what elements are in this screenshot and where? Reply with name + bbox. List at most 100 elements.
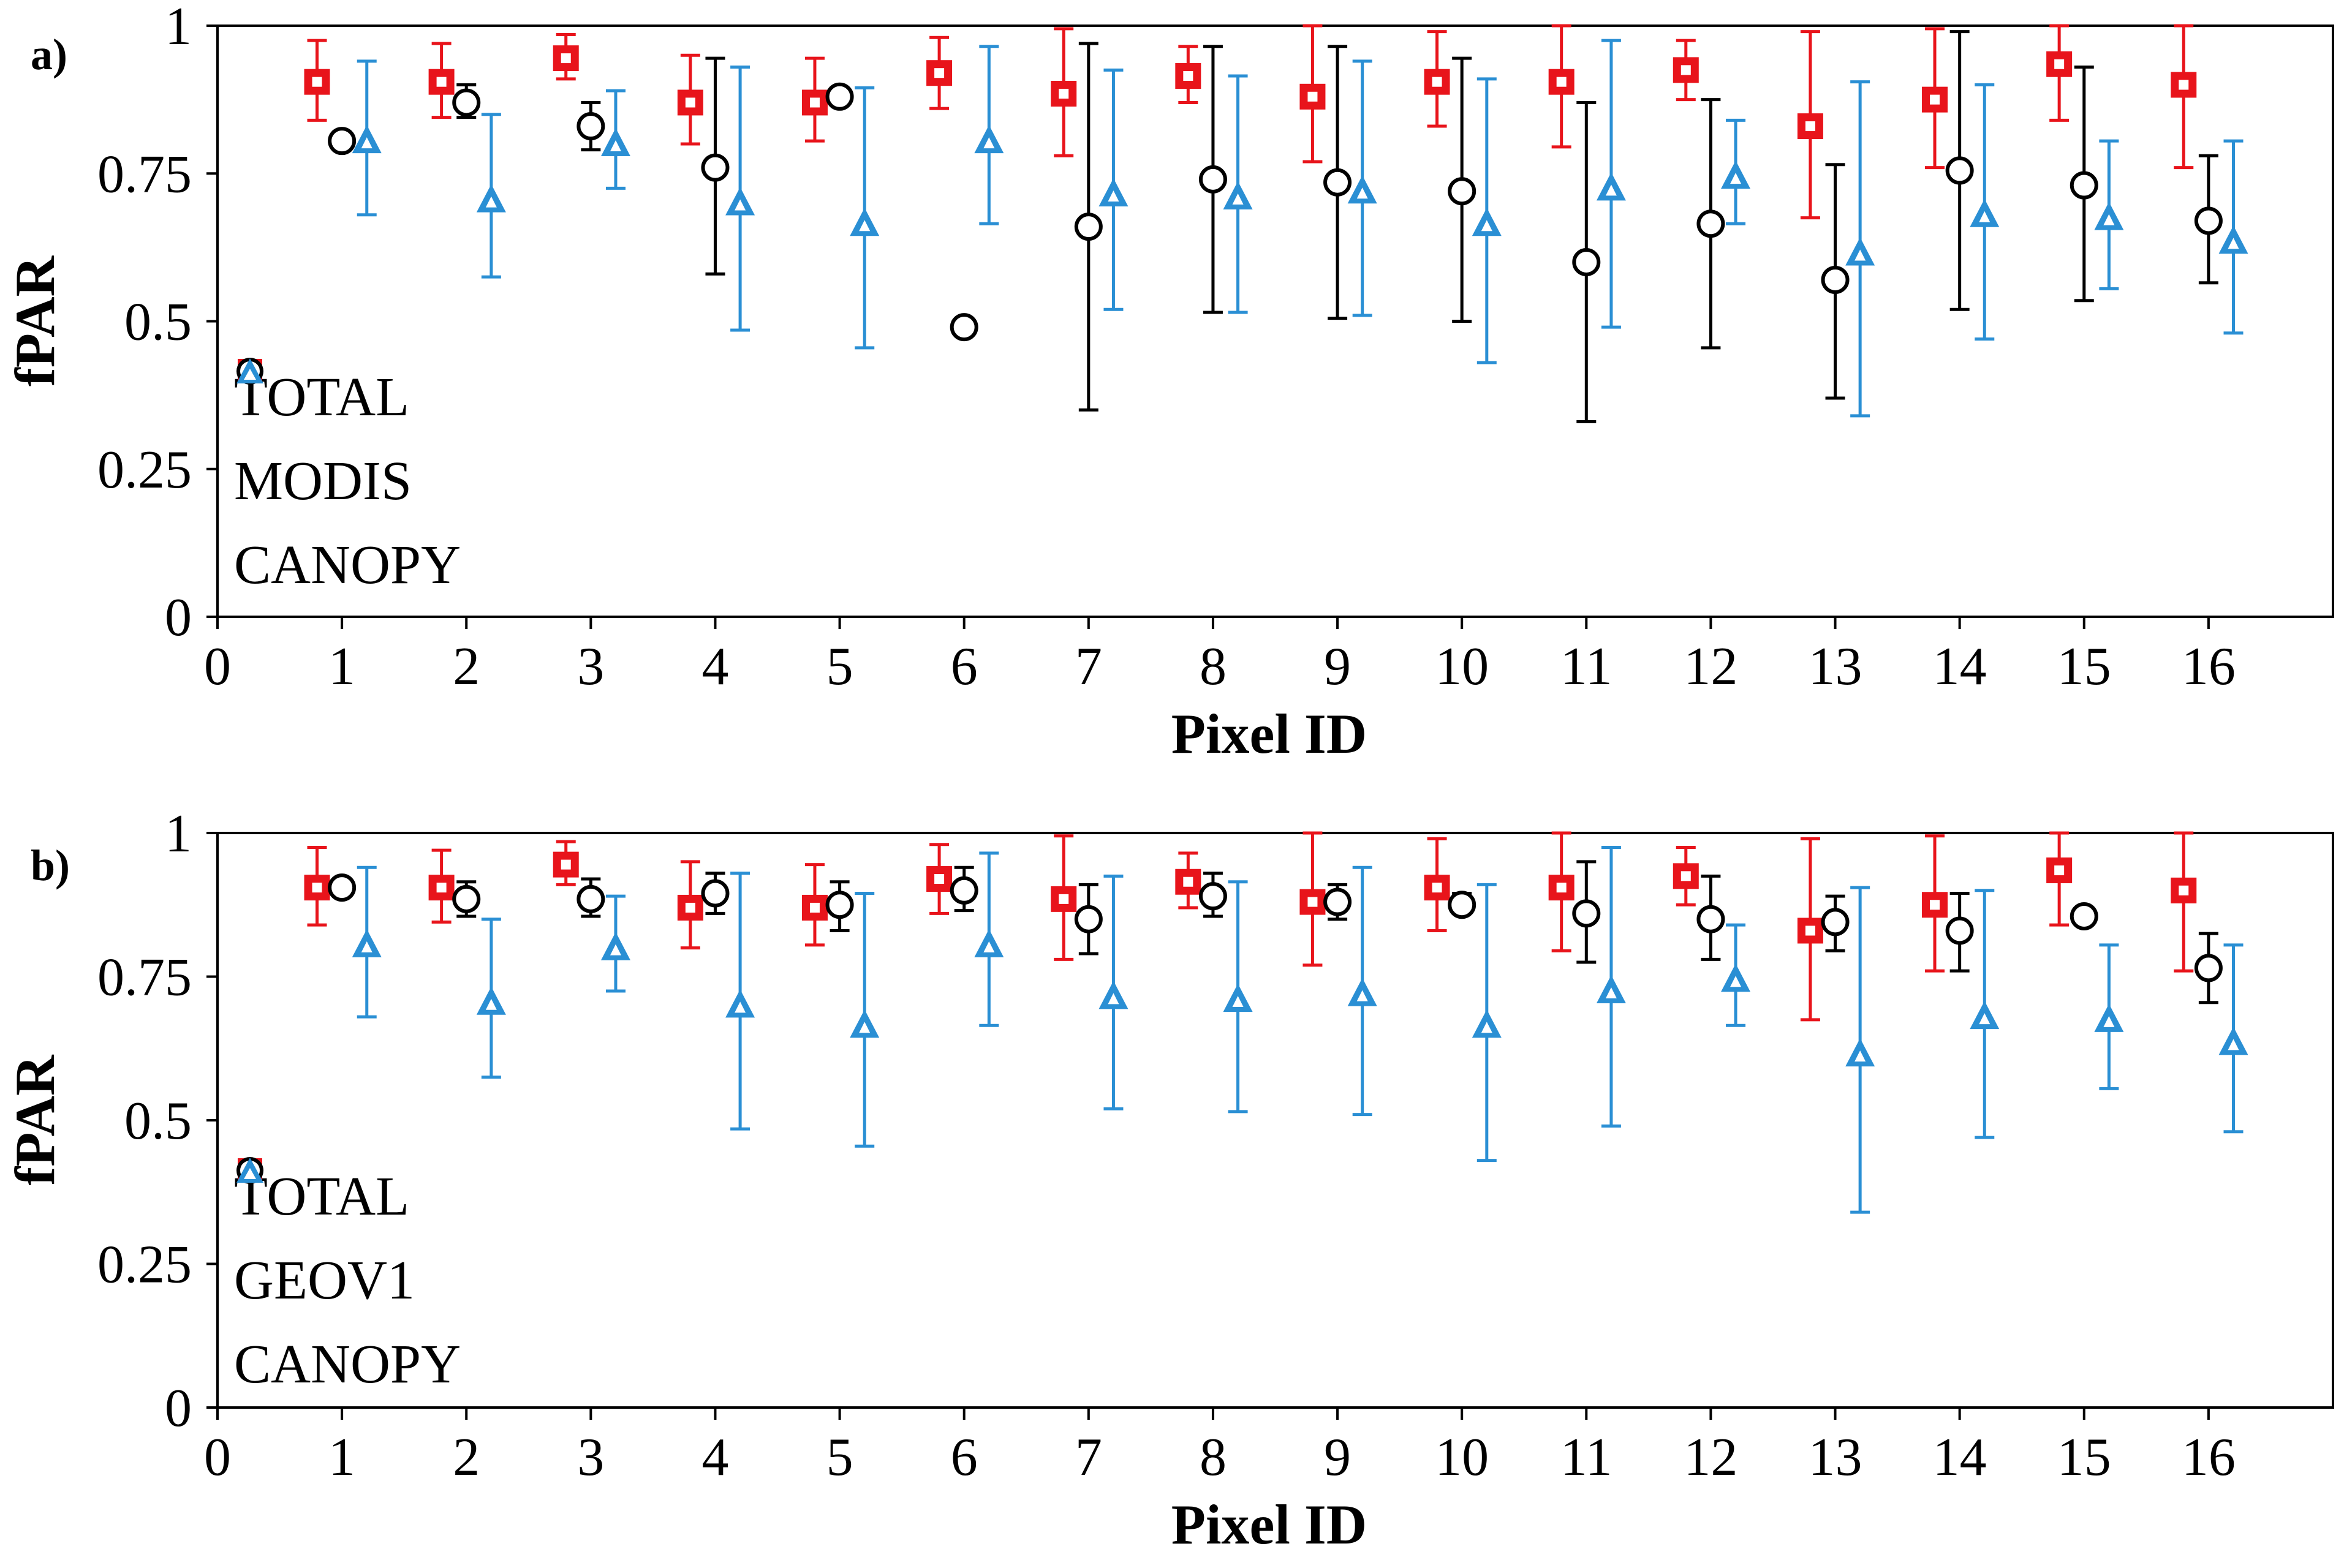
triangle-marker-icon bbox=[236, 358, 263, 383]
y-tick-label: 0.25 bbox=[97, 1235, 192, 1295]
data-point-hole bbox=[2228, 1039, 2239, 1050]
y-tick-label: 0 bbox=[165, 588, 192, 647]
data-point-modis bbox=[2070, 171, 2098, 200]
data-point-hole bbox=[561, 53, 571, 64]
x-tick-label: 12 bbox=[1684, 637, 1737, 696]
data-point-geov1 bbox=[1696, 905, 1725, 933]
data-point-geov1 bbox=[1448, 891, 1476, 919]
y-tick-label: 0.75 bbox=[97, 948, 192, 1008]
panel-a: 0 1 2 3 4 5 6 7 8 9 10 11 12 13 14 15 16 0 0.25 0.5 0.75 1 Pix… bbox=[4, 0, 2334, 765]
panel-b: 0 1 2 3 4 5 6 7 8 9 10 11 12 13 14 15 16 0 0.25 0.5 0.75 1 Pix… bbox=[0, 784, 2344, 1568]
data-point-hole bbox=[1930, 94, 1940, 105]
data-point-hole bbox=[1059, 88, 1069, 99]
panel-label-a: a) bbox=[31, 30, 67, 79]
plot-frame bbox=[216, 832, 2334, 1409]
data-point-hole bbox=[312, 883, 322, 893]
x-tick-label: 14 bbox=[1933, 637, 1987, 696]
x-tick-label: 8 bbox=[1200, 1428, 1227, 1487]
x-tick-label: 6 bbox=[951, 1428, 978, 1487]
series-modis bbox=[328, 30, 2223, 424]
data-point-hole bbox=[1232, 193, 1244, 205]
series-geov1 bbox=[328, 860, 2223, 1005]
x-tick-label: 16 bbox=[2182, 637, 2236, 696]
data-point-hole bbox=[1432, 77, 1442, 87]
legend-label: MODIS bbox=[234, 450, 412, 511]
x-tick-label: 8 bbox=[1200, 637, 1227, 696]
data-point-hole bbox=[2103, 214, 2115, 225]
x-tick-label: 1 bbox=[328, 637, 355, 696]
data-point-hole bbox=[436, 77, 447, 87]
data-point-hole bbox=[1108, 993, 1119, 1005]
legend-item-modis: MODIS bbox=[234, 358, 461, 523]
data-point-hole bbox=[983, 137, 995, 149]
data-point-modis bbox=[452, 88, 481, 117]
y-tick-label: 0.25 bbox=[97, 440, 192, 500]
data-point-modis bbox=[1448, 177, 1476, 206]
data-point-hole bbox=[1356, 990, 1368, 1001]
x-tick-label: 4 bbox=[701, 1428, 728, 1487]
data-point-hole bbox=[1854, 249, 1866, 261]
data-point-hole bbox=[1930, 900, 1940, 910]
data-point-hole bbox=[361, 137, 372, 149]
data-point-hole bbox=[1108, 190, 1119, 202]
data-point-geov1 bbox=[2194, 954, 2223, 982]
data-point-geov1 bbox=[452, 884, 481, 913]
x-tick-label: 0 bbox=[204, 1428, 231, 1487]
legend-label: TOTAL bbox=[234, 1166, 410, 1227]
data-point-hole bbox=[1232, 996, 1244, 1008]
x-tick-label: 5 bbox=[826, 1428, 853, 1487]
chart-a-svg: 0 1 2 3 4 5 6 7 8 9 10 11 12 13 14 15 1600.250.50.751Pix… bbox=[4, 0, 2334, 765]
data-point-hole bbox=[2054, 59, 2065, 69]
panel-label-b: b) bbox=[31, 841, 70, 890]
y-tick-label: 1 bbox=[165, 0, 192, 56]
data-point-geov1 bbox=[1821, 908, 1850, 937]
y-tick-label: 0.5 bbox=[124, 1091, 192, 1151]
data-point-hole bbox=[1805, 925, 1815, 936]
series-total bbox=[304, 24, 2197, 220]
data-point-modis bbox=[1198, 165, 1227, 194]
x-tick-label: 10 bbox=[1435, 637, 1489, 696]
x-tick-label: 4 bbox=[701, 637, 728, 696]
data-point-modis bbox=[1821, 265, 1850, 294]
series-total bbox=[304, 831, 2197, 1022]
x-tick-label: 10 bbox=[1435, 1428, 1489, 1487]
data-point-geov1 bbox=[1198, 882, 1227, 911]
data-point-modis bbox=[2194, 206, 2223, 235]
data-point-hole bbox=[485, 998, 497, 1010]
x-tick-label: 11 bbox=[1560, 637, 1612, 696]
data-point-hole bbox=[2179, 80, 2189, 90]
x-tick-label: 1 bbox=[328, 1428, 355, 1487]
data-point-hole bbox=[1356, 187, 1368, 199]
data-point-hole bbox=[485, 196, 497, 208]
data-point-hole bbox=[1805, 121, 1815, 132]
x-tick-label: 7 bbox=[1075, 637, 1102, 696]
data-point-hole bbox=[1730, 173, 1742, 184]
data-point-hole bbox=[1481, 1022, 1492, 1033]
data-point-geov1 bbox=[1323, 888, 1352, 916]
data-point-hole bbox=[1432, 883, 1442, 893]
data-point-hole bbox=[934, 874, 945, 884]
legend-label: TOTAL bbox=[234, 366, 410, 428]
data-point-modis bbox=[1323, 168, 1352, 197]
x-axis-label: Pixel ID bbox=[1171, 703, 1367, 765]
legend-item-geov1: GEOV1 bbox=[234, 1157, 461, 1322]
x-tick-label: 9 bbox=[1324, 637, 1351, 696]
data-point-hole bbox=[1183, 71, 1193, 81]
data-point-hole bbox=[859, 1022, 871, 1033]
data-point-hole bbox=[1059, 894, 1069, 904]
y-axis-label: fPAR bbox=[4, 255, 66, 386]
data-point-modis bbox=[825, 82, 854, 111]
data-point-modis bbox=[950, 313, 978, 342]
data-point-hole bbox=[561, 859, 571, 870]
x-tick-label: 2 bbox=[453, 637, 480, 696]
data-point-hole bbox=[1979, 211, 1991, 222]
data-point-hole bbox=[2179, 885, 2189, 895]
plot-frame bbox=[216, 24, 2334, 618]
series-canopy bbox=[352, 845, 2248, 1214]
data-point-hole bbox=[1605, 987, 1617, 998]
x-tick-label: 0 bbox=[204, 637, 231, 696]
legend-item-total: TOTAL bbox=[234, 1155, 461, 1238]
data-point-hole bbox=[1854, 1050, 1866, 1062]
data-point-hole bbox=[1556, 883, 1567, 893]
